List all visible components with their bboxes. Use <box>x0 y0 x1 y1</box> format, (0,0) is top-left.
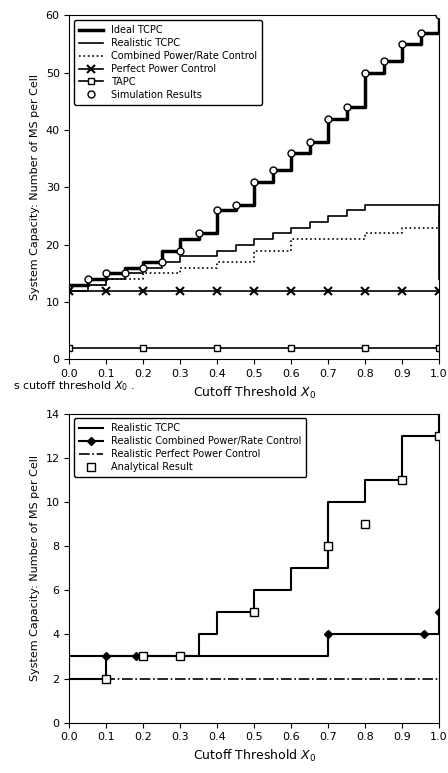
Legend: Realistic TCPC, Realistic Combined Power/Rate Control, Realistic Perfect Power C: Realistic TCPC, Realistic Combined Power… <box>74 418 306 477</box>
Text: s cutoff threshold $X_0$ .: s cutoff threshold $X_0$ . <box>13 379 135 393</box>
X-axis label: Cutoff Threshold $X_0$: Cutoff Threshold $X_0$ <box>193 748 316 764</box>
Legend: Ideal TCPC, Realistic TCPC, Combined Power/Rate Control, Perfect Power Control, : Ideal TCPC, Realistic TCPC, Combined Pow… <box>74 20 262 104</box>
Y-axis label: System Capacity: Number of MS per Cell: System Capacity: Number of MS per Cell <box>30 74 40 301</box>
X-axis label: Cutoff Threshold $X_0$: Cutoff Threshold $X_0$ <box>193 385 316 401</box>
Y-axis label: System Capacity: Number of MS per Cell: System Capacity: Number of MS per Cell <box>30 455 40 681</box>
